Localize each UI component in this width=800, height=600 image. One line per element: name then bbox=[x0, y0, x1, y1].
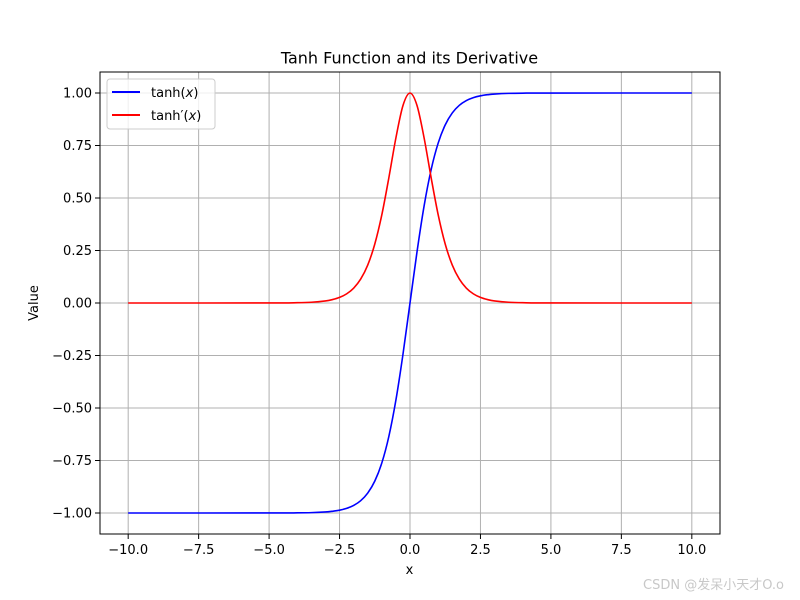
data-point-tanh-2.75 bbox=[486, 94, 488, 96]
data-point-tanh-5 bbox=[550, 92, 552, 94]
data-point-tanh--1.5 bbox=[367, 492, 369, 494]
data-point-tanh-0.5 bbox=[423, 205, 425, 207]
data-point-tanh-2.25 bbox=[472, 96, 474, 98]
data-point-tanh--0.5 bbox=[395, 399, 397, 401]
data-point-tanh--5 bbox=[268, 512, 270, 514]
data-point-tanh-derivative--1.75 bbox=[359, 278, 361, 280]
data-point-tanh-derivative--1 bbox=[381, 214, 383, 216]
data-point-tanh-derivative-3 bbox=[493, 300, 495, 302]
x-tick-label: −2.5 bbox=[324, 543, 356, 558]
data-point-tanh-derivative--2.75 bbox=[331, 298, 333, 300]
series-line-tanh bbox=[128, 92, 692, 514]
y-tick-label: 0.00 bbox=[63, 297, 92, 312]
data-point-tanh-derivative-10 bbox=[691, 302, 693, 304]
legend: tanh(x) tanh′(x) bbox=[106, 78, 216, 130]
x-axis-label: x bbox=[406, 563, 414, 578]
data-point-tanh-1 bbox=[437, 142, 439, 144]
data-point-tanh-derivative-4 bbox=[522, 302, 524, 304]
data-point-tanh-1.75 bbox=[458, 104, 460, 106]
data-point-tanh-derivative-0.25 bbox=[416, 104, 418, 106]
y-tick-label: −0.75 bbox=[52, 454, 92, 469]
data-point-tanh--1.25 bbox=[374, 480, 376, 482]
data-point-tanh-derivative-1.25 bbox=[444, 243, 446, 245]
data-point-tanh-derivative-0 bbox=[409, 92, 411, 94]
x-tick-label: −5.0 bbox=[253, 543, 285, 558]
data-point-tanh-derivative--2 bbox=[352, 287, 354, 289]
y-tick-label: −0.50 bbox=[52, 402, 92, 417]
data-point-tanh-derivative--0.5 bbox=[395, 137, 397, 139]
data-point-tanh-derivative--0.25 bbox=[402, 104, 404, 106]
x-tick-label: −10.0 bbox=[108, 543, 148, 558]
data-point-tanh-3.5 bbox=[507, 92, 509, 94]
data-point-tanh--2.25 bbox=[345, 507, 347, 509]
data-point-tanh--0.75 bbox=[388, 435, 390, 437]
data-point-tanh--2 bbox=[352, 504, 354, 506]
data-point-tanh-derivative--1.5 bbox=[367, 264, 369, 266]
y-tick-label: −0.25 bbox=[52, 349, 92, 364]
x-tick-label: 0.0 bbox=[400, 543, 421, 558]
data-point-tanh-1.5 bbox=[451, 112, 453, 114]
data-point-tanh-derivative-2.25 bbox=[472, 293, 474, 295]
data-point-tanh-derivative--2.25 bbox=[345, 293, 347, 295]
data-point-tanh-derivative-1 bbox=[437, 214, 439, 216]
data-point-tanh-2.5 bbox=[479, 95, 481, 97]
data-point-tanh--0.25 bbox=[402, 353, 404, 355]
y-tick-label: 0.25 bbox=[63, 244, 92, 259]
x-axis: −10.0 −7.5 −5.0 −2.5 0.0 2.5 5.0 7.5 10.0 bbox=[108, 534, 706, 558]
data-point-tanh-1.25 bbox=[444, 124, 446, 126]
data-point-tanh-derivative--2.5 bbox=[338, 296, 340, 298]
y-tick-label: 0.75 bbox=[63, 139, 92, 154]
data-point-tanh-derivative--0.75 bbox=[388, 177, 390, 179]
data-point-tanh--2.75 bbox=[331, 510, 333, 512]
data-point-tanh-derivative-2.5 bbox=[479, 296, 481, 298]
x-tick-label: 10.0 bbox=[677, 543, 706, 558]
data-point-tanh-2 bbox=[465, 99, 467, 101]
data-point-tanh-derivative--4 bbox=[296, 302, 298, 304]
data-point-tanh-derivative-5 bbox=[550, 302, 552, 304]
series-line-tanh-derivative bbox=[128, 92, 692, 304]
data-point-tanh--3.5 bbox=[310, 511, 312, 513]
data-point-tanh-derivative--10 bbox=[127, 302, 129, 304]
data-point-tanh-derivative-3.5 bbox=[507, 301, 509, 303]
x-tick-label: 2.5 bbox=[470, 543, 491, 558]
data-point-tanh-derivative-2 bbox=[465, 287, 467, 289]
data-point-tanh--1 bbox=[381, 462, 383, 464]
legend-label-tanh-derivative: tanh′(x) bbox=[151, 109, 201, 124]
data-point-tanh-4 bbox=[522, 92, 524, 94]
data-point-tanh-0 bbox=[409, 302, 411, 304]
data-point-tanh--4 bbox=[296, 512, 298, 514]
data-point-tanh-derivative-1.75 bbox=[458, 278, 460, 280]
data-point-tanh--2.5 bbox=[338, 509, 340, 511]
y-tick-label: 1.00 bbox=[63, 87, 92, 102]
x-tick-label: 7.5 bbox=[611, 543, 632, 558]
y-tick-label: −1.00 bbox=[52, 507, 92, 522]
x-tick-label: 5.0 bbox=[541, 543, 562, 558]
data-point-tanh-derivative--1.25 bbox=[374, 243, 376, 245]
data-point-tanh-derivative--5 bbox=[268, 302, 270, 304]
data-point-tanh-derivative--3 bbox=[324, 300, 326, 302]
series-layer bbox=[127, 92, 693, 514]
data-point-tanh-derivative--3.5 bbox=[310, 301, 312, 303]
y-axis: −1.00 −0.75 −0.50 −0.25 0.00 0.25 0.50 0.75 1.00 bbox=[52, 87, 100, 522]
legend-label-tanh: tanh(x) bbox=[151, 86, 198, 101]
data-point-tanh-derivative-2.75 bbox=[486, 298, 488, 300]
data-point-tanh--10 bbox=[127, 512, 129, 514]
data-point-tanh-10 bbox=[691, 92, 693, 94]
data-point-tanh--1.75 bbox=[359, 499, 361, 501]
watermark-text: CSDN @发呆小天才O.o bbox=[643, 577, 784, 593]
y-axis-label: Value bbox=[27, 285, 42, 321]
data-point-tanh--3 bbox=[324, 511, 326, 513]
chart-title: Tanh Function and its Derivative bbox=[280, 49, 538, 68]
data-point-tanh-3 bbox=[493, 93, 495, 95]
y-tick-label: 0.50 bbox=[63, 192, 92, 207]
data-point-tanh-derivative-0.75 bbox=[430, 177, 432, 179]
data-point-tanh-0.25 bbox=[416, 250, 418, 252]
x-tick-label: −7.5 bbox=[183, 543, 215, 558]
data-point-tanh-derivative-0.5 bbox=[423, 137, 425, 139]
data-point-tanh-derivative-1.5 bbox=[451, 264, 453, 266]
